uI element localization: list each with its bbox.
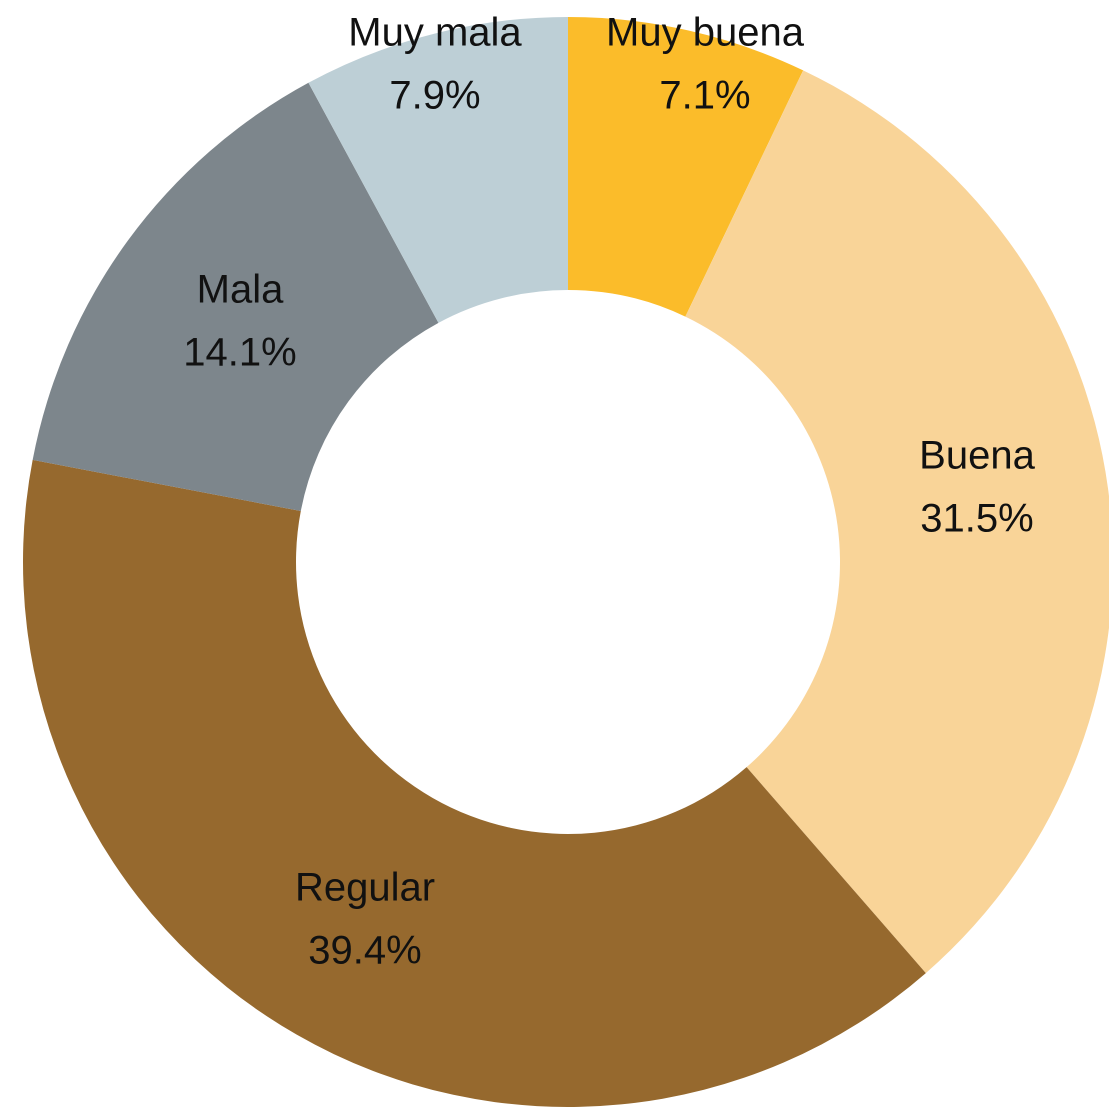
- slice-category-label: Mala: [197, 268, 284, 312]
- slice-category-label: Regular: [295, 866, 435, 910]
- donut-slice: [568, 17, 804, 317]
- donut-slice: [308, 17, 568, 323]
- donut-slice: [23, 459, 926, 1107]
- slice-category-label: Muy mala: [348, 11, 522, 55]
- slice-value-label: 14.1%: [183, 331, 296, 375]
- donut-slice: [685, 70, 1109, 974]
- slice-value-label: 39.4%: [308, 929, 421, 973]
- slice-category-label: Buena: [919, 434, 1035, 478]
- slice-category-label: Muy buena: [606, 11, 805, 55]
- slice-value-label: 31.5%: [920, 497, 1033, 541]
- donut-slice: [32, 82, 439, 512]
- slice-value-label: 7.1%: [659, 74, 750, 118]
- slice-value-label: 7.9%: [389, 74, 480, 118]
